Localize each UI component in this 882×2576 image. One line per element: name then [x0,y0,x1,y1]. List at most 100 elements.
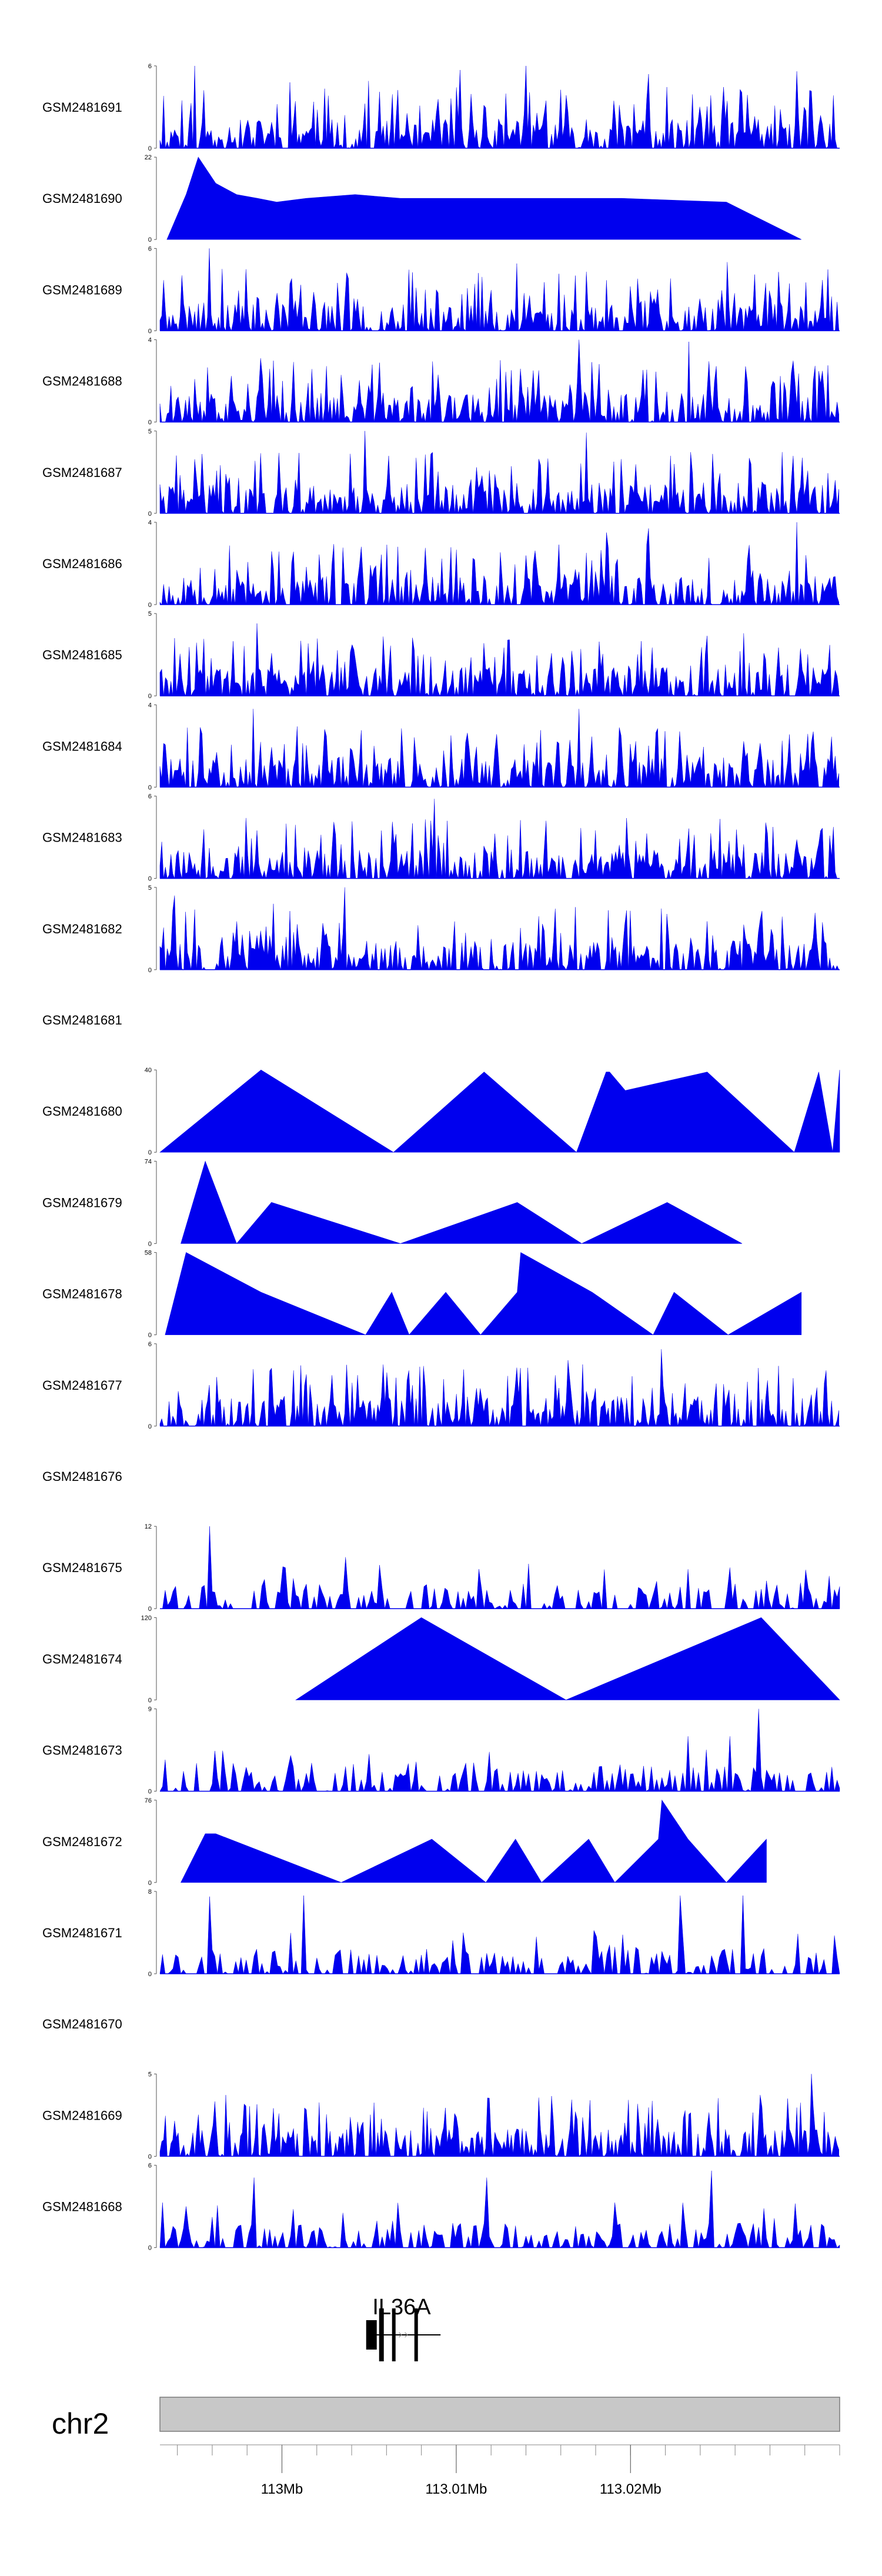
track-gsm2481681: GSM2481681 [42,1013,122,1027]
coordinate-label: 113.02Mb [600,2481,662,2497]
y-axis-min-label: 0 [148,1332,152,1339]
track-label: GSM2481673 [42,1743,122,1758]
track-label: GSM2481678 [42,1287,122,1302]
track-gsm2481671: GSM2481671 8 0 [42,1888,840,1978]
y-axis-max-label: 4 [148,702,152,709]
track-gsm2481680: GSM2481680 40 0 [42,1067,840,1156]
track-gsm2481677: GSM2481677 6 0 [42,1341,840,1430]
track-gsm2481691: GSM2481691 6 0 [42,63,840,152]
track-label: GSM2481680 [42,1104,122,1119]
track-label: GSM2481677 [42,1378,122,1393]
y-axis-min-label: 0 [148,419,152,426]
signal-area [159,623,839,697]
y-axis-min-label: 0 [148,2245,152,2252]
y-axis-max-label: 6 [148,793,152,800]
y-axis-max-label: 22 [145,154,152,161]
y-axis-max-label: 4 [148,519,152,526]
y-axis-min-label: 0 [148,784,152,791]
track-label: GSM2481691 [42,100,122,115]
track-label: GSM2481676 [42,1469,122,1484]
track-label: GSM2481668 [42,2200,122,2214]
y-axis-min-label: 0 [148,1697,152,1704]
track-label: GSM2481689 [42,282,122,297]
strand-arrow-icon [405,2332,408,2338]
track-label: GSM2481671 [42,1926,122,1940]
track-label: GSM2481681 [42,1013,122,1027]
signal-area [159,522,839,605]
chromosome-band [159,2397,840,2432]
coordinate-label: 113.01Mb [425,2481,487,2497]
signal-area [159,248,839,332]
y-axis-min-label: 0 [148,2153,152,2160]
y-axis-max-label: 5 [148,428,152,435]
y-axis-min-label: 0 [148,1788,152,1796]
gene-exon [379,2308,384,2361]
y-axis-min-label: 0 [148,1971,152,1978]
y-axis-max-label: 5 [148,885,152,892]
track-label: GSM2481688 [42,374,122,389]
track-gsm2481683: GSM2481683 6 0 [42,793,840,883]
track-label: GSM2481687 [42,465,122,480]
y-axis-max-label: 74 [145,1158,152,1165]
y-axis-min-label: 0 [148,1606,152,1613]
track-gsm2481674: GSM2481674 120 0 [42,1614,840,1704]
y-axis-min-label: 0 [148,236,152,243]
signal-tracks: GSM248169160GSM2481690220GSM248168960GSM… [42,63,840,2252]
track-label: GSM2481669 [42,2108,122,2123]
signal-area [159,709,839,788]
track-label: GSM2481686 [42,556,122,571]
y-axis-max-label: 6 [148,63,152,70]
y-axis-min-label: 0 [148,1149,152,1156]
track-label: GSM2481675 [42,1560,122,1575]
y-axis-max-label: 9 [148,1706,152,1713]
y-axis-max-label: 6 [148,1341,152,1348]
track-gsm2481673: GSM2481673 9 0 [42,1706,840,1796]
signal-area [159,887,840,970]
y-axis-min-label: 0 [148,693,152,700]
signal-area [295,1617,840,1700]
y-axis-min-label: 0 [148,328,152,335]
track-label: GSM2481674 [42,1651,122,1666]
track-gsm2481682: GSM2481682 5 0 [42,885,840,974]
y-axis-max-label: 4 [148,337,152,344]
signal-area [181,1799,767,1883]
track-label: GSM2481685 [42,648,122,662]
signal-area [159,1069,840,1153]
y-axis-min-label: 0 [148,602,152,609]
y-axis-min-label: 0 [148,1240,152,1247]
y-axis-max-label: 58 [145,1250,152,1257]
track-label: GSM2481682 [42,922,122,936]
y-axis-max-label: 5 [148,2071,152,2078]
signal-area [166,156,801,240]
track-gsm2481684: GSM2481684 4 0 [42,702,840,791]
chromosome-ideogram: chr2 113Mb 113.01Mb 113.02Mb [52,2397,840,2497]
track-gsm2481678: GSM2481678 58 0 [42,1250,802,1339]
signal-area [181,1160,743,1244]
y-axis-min-label: 0 [148,876,152,883]
track-gsm2481686: GSM2481686 4 0 [42,519,840,609]
signal-area [160,1526,840,1610]
signal-area [159,431,839,514]
track-gsm2481676: GSM2481676 [42,1469,122,1484]
signal-area [159,799,839,879]
track-gsm2481688: GSM2481688 4 0 [42,337,840,426]
coordinate-label: 113Mb [261,2481,303,2497]
signal-area [159,1895,840,1974]
signal-area [159,2074,839,2157]
y-axis-max-label: 120 [141,1614,152,1621]
signal-area [159,1349,839,1427]
y-axis-min-label: 0 [148,967,152,974]
track-gsm2481689: GSM2481689 6 0 [42,245,840,335]
track-label: GSM2481672 [42,1834,122,1849]
signal-area [159,1709,840,1792]
track-label: GSM2481679 [42,1195,122,1210]
y-axis-max-label: 40 [145,1067,152,1074]
y-axis-max-label: 5 [148,610,152,618]
track-gsm2481690: GSM2481690 22 0 [42,154,801,243]
track-label: GSM2481683 [42,830,122,845]
signal-area [159,2170,840,2248]
track-label: GSM2481690 [42,191,122,206]
y-axis-max-label: 76 [145,1797,152,1804]
track-gsm2481669: GSM2481669 5 0 [42,2071,840,2160]
